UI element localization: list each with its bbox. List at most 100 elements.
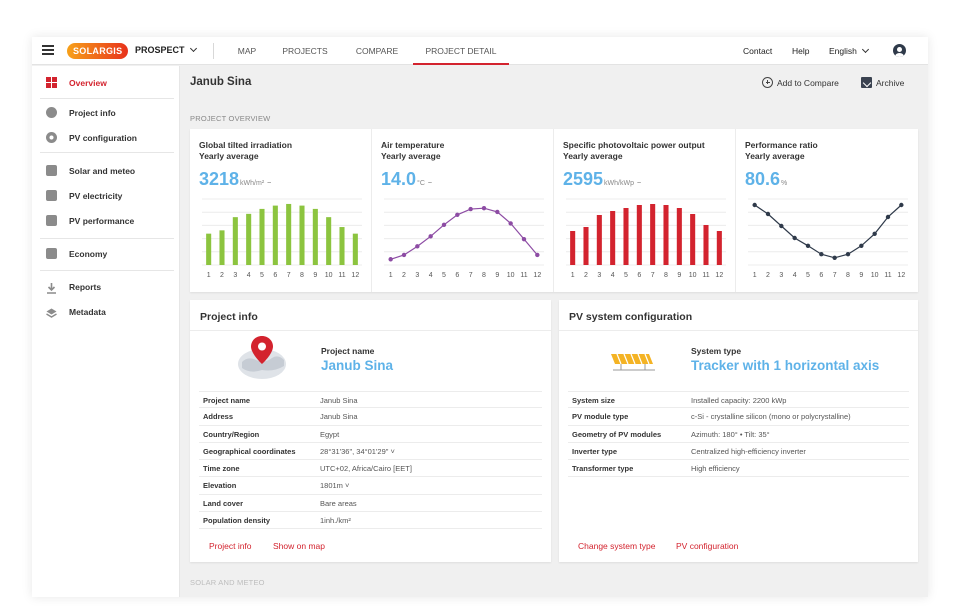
row-key: Transformer type [572, 464, 634, 474]
project-overview: Global tilted irradiation Yearly average … [190, 129, 918, 292]
row-value: Egypt [320, 429, 340, 439]
overview-card-gti[interactable]: Global tilted irradiation Yearly average … [190, 129, 372, 292]
x-tick-label: 6 [637, 272, 641, 279]
chart-point [401, 252, 407, 258]
table-row: PV module type c-Si - crystalline silicon… [568, 408, 909, 426]
sidebar-item-solar-and-meteo[interactable]: Solar and meteo [32, 159, 180, 183]
x-tick-label: 8 [482, 272, 486, 279]
sidebar-item-reports[interactable]: Reports [32, 275, 180, 299]
nav-project-detail[interactable]: PROJECT DETAIL [413, 37, 509, 65]
table-row: Inverter type Centralized high-efficiency… [568, 443, 909, 461]
sidebar-item-metadata[interactable]: Metadata [32, 300, 180, 324]
chart-point [805, 243, 811, 248]
project-name-label: Project name [321, 346, 375, 356]
performance-ratio-chart: 1 2 3 4 5 6 7 8 9 10 11 12 [748, 198, 908, 279]
project-info-table: Project name Janub Sina Address Janub Sina… [199, 391, 542, 530]
sidebar-item-economy[interactable]: Economy [32, 242, 180, 266]
chart-point [441, 222, 447, 228]
x-tick-label: 1 [207, 272, 211, 279]
table-row: Population density 1inh./km² [199, 512, 542, 530]
add-to-compare-label: Add to Compare [777, 78, 839, 88]
compass-icon [46, 107, 57, 118]
overview-card-pvout[interactable]: Specific photovoltaic power output Yearly… [554, 129, 736, 292]
chart-subtitle: Yearly average [381, 151, 441, 161]
chart-subtitle: Yearly average [563, 151, 623, 161]
user-account-icon[interactable] [893, 44, 906, 57]
nav-projects[interactable]: PROJECTS [282, 46, 328, 56]
pv-configuration-link[interactable]: PV configuration [676, 541, 739, 551]
overview-card-title: Global tilted irradiation Yearly average [199, 140, 292, 162]
nav-map[interactable]: MAP [237, 46, 257, 56]
x-tick-label: 7 [833, 272, 837, 279]
table-row[interactable]: Elevation 1801m ˅ [199, 477, 542, 495]
x-tick-label: 8 [846, 272, 850, 279]
overview-value: 80.6% [745, 169, 787, 190]
chart-bar [716, 231, 722, 265]
sidebar-item-label: Economy [69, 249, 108, 259]
archive-button[interactable]: Archive [861, 75, 904, 88]
sidebar-item-pv-electricity[interactable]: PV electricity [32, 184, 180, 208]
approx-icon: ~ [267, 180, 272, 187]
table-row: Land cover Bare areas [199, 495, 542, 513]
sidebar: Overview Project info PV configuration S… [32, 66, 180, 597]
x-tick-label: 2 [766, 272, 770, 279]
x-tick-label: 3 [779, 272, 783, 279]
chart-point [455, 212, 460, 217]
row-key: Address [203, 412, 234, 422]
card-divider [190, 330, 551, 331]
language-label: English [829, 46, 857, 56]
page-title: Janub Sina [190, 76, 252, 88]
chart-bar [339, 227, 345, 265]
plus-circle-icon [762, 77, 773, 88]
add-to-compare-button[interactable]: Add to Compare [762, 75, 839, 88]
solargis-logo[interactable]: SOLARGIS [67, 43, 129, 59]
sidebar-item-project-info[interactable]: Project info [32, 101, 180, 125]
section-label-project-overview: PROJECT OVERVIEW [190, 114, 271, 123]
sidebar-item-overview[interactable]: Overview [32, 71, 180, 95]
x-tick-label: 9 [313, 272, 317, 279]
project-name-value: Janub Sina [321, 358, 394, 373]
product-switcher[interactable]: PROSPECT [135, 44, 197, 55]
dashboard-icon [46, 77, 57, 88]
menu-icon[interactable] [42, 45, 54, 55]
chevron-down-icon [189, 44, 197, 53]
chart-bar [206, 233, 212, 265]
language-selector[interactable]: English [829, 37, 869, 65]
project-info-link[interactable]: Project info [209, 541, 252, 551]
chart-point [521, 236, 527, 242]
table-row[interactable]: Geographical coordinates 28°31'36", 34°01… [199, 443, 542, 461]
chart-bar [246, 213, 252, 265]
show-on-map-link[interactable]: Show on map [273, 541, 325, 551]
chart-point [535, 252, 540, 258]
chart-line [754, 204, 902, 259]
row-value: Centralized high-efficiency inverter [691, 446, 806, 456]
x-tick-label: 4 [429, 272, 433, 279]
chart-value: 3218 [199, 169, 240, 189]
chart-subtitle: Yearly average [199, 151, 259, 161]
chart-value: 2595 [563, 169, 604, 189]
chart-bar [650, 204, 656, 265]
chart-bar [259, 208, 265, 265]
row-value: c-Si - crystalline silicon (mono or poly… [691, 412, 851, 422]
sidebar-item-pv-performance[interactable]: PV performance [32, 209, 180, 233]
x-tick-label: 2 [402, 272, 406, 279]
chart-point [468, 206, 473, 212]
x-tick-label: 9 [859, 272, 863, 279]
contact-link[interactable]: Contact [743, 46, 773, 56]
air-temperature-chart: 1 2 3 4 5 6 7 8 9 10 11 12 [384, 198, 544, 279]
row-value: 1801m ˅ [320, 481, 350, 491]
help-link[interactable]: Help [792, 46, 810, 56]
chart-title: Global tilted irradiation [199, 140, 293, 150]
sidebar-item-pv-configuration[interactable]: PV configuration [32, 126, 180, 150]
x-tick-label: 4 [247, 272, 251, 279]
change-system-type-link[interactable]: Change system type [578, 541, 656, 551]
chart-point [859, 243, 864, 248]
sidebar-divider [40, 270, 174, 271]
sidebar-item-label: Project info [69, 108, 116, 118]
chart-bar [219, 230, 225, 265]
nav-compare[interactable]: COMPARE [355, 46, 399, 56]
gti-chart: 1 2 3 4 5 6 7 8 9 10 11 12 [202, 198, 362, 279]
archive-icon [861, 77, 872, 88]
